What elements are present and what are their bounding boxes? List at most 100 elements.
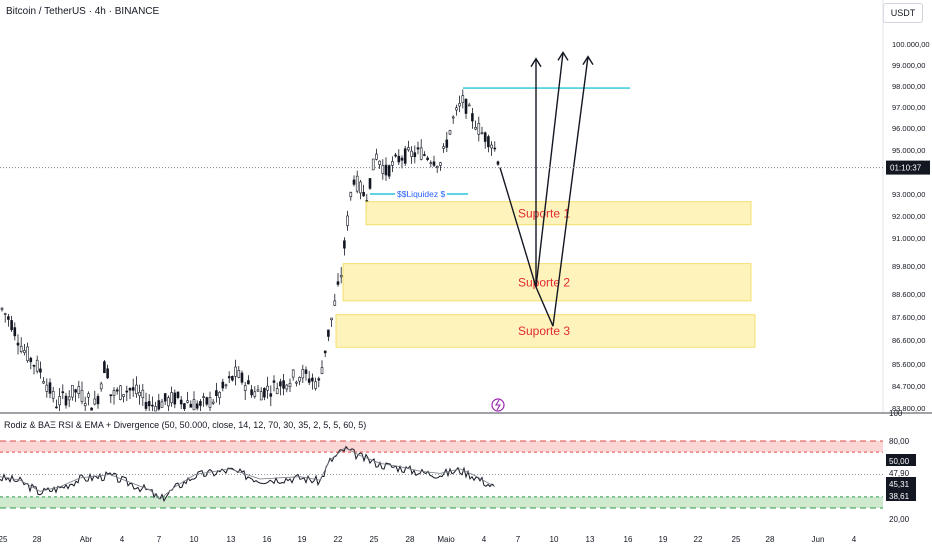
candle-body — [211, 401, 215, 404]
candle-body — [199, 401, 202, 406]
candle-body — [35, 359, 39, 372]
candle-body — [304, 369, 308, 374]
candle-body — [16, 342, 20, 346]
candle-body — [160, 401, 164, 408]
y-tick-label: 93.000,00 — [892, 190, 925, 199]
candle-body — [339, 275, 343, 278]
x-tick-label: 10 — [190, 535, 199, 544]
overbought-zone — [0, 441, 883, 453]
y-tick-label: 85.600,00 — [892, 360, 925, 369]
candle-body — [487, 136, 490, 148]
candle-body — [93, 398, 97, 405]
candle-body — [451, 116, 455, 119]
y-tick-label: 100.000,00 — [892, 40, 930, 49]
candle-body — [83, 403, 87, 407]
x-tick-label: 4 — [852, 535, 857, 544]
x-tick-label: 16 — [624, 535, 633, 544]
rsi-line — [0, 445, 495, 503]
candle-body — [29, 357, 33, 363]
candle-body — [77, 386, 81, 394]
candle-body — [64, 395, 68, 406]
support-zone-label: Suporte 2 — [518, 275, 570, 289]
candle-body — [483, 132, 487, 142]
candle-body — [279, 381, 282, 387]
candle-body — [3, 313, 7, 315]
candle-body — [80, 389, 84, 403]
x-tick-label: 25 — [732, 535, 741, 544]
candle-body — [442, 146, 445, 149]
candle-body — [336, 281, 340, 285]
x-tick-label: 7 — [516, 535, 521, 544]
candle-body — [275, 388, 279, 394]
y-tick-label: 88.600,00 — [892, 290, 925, 299]
candle-body — [112, 390, 116, 396]
candle-body — [343, 240, 346, 249]
candle-body — [403, 148, 407, 164]
candle-body — [10, 320, 13, 331]
candle-body — [109, 394, 113, 397]
candle-body — [32, 365, 36, 367]
rsi-ema-line — [0, 447, 496, 500]
candle-body — [103, 361, 106, 374]
candle-body — [7, 316, 10, 320]
candle-body — [352, 179, 356, 185]
candle-body — [250, 389, 253, 396]
indicator-title: Rodiz & BAΞ RSI & EMA + Divergence (50, … — [4, 420, 367, 430]
candle-body — [173, 392, 177, 405]
rsi-axis-label: 45,31 — [889, 480, 910, 489]
scenario-arrow-head — [530, 57, 542, 68]
candle-body — [147, 401, 151, 407]
rsi-value-box — [886, 489, 916, 501]
candle-body — [163, 393, 167, 402]
candle-body — [323, 350, 327, 354]
x-tick-label: Jun — [812, 535, 825, 544]
candle-body — [243, 385, 247, 391]
candle-body — [371, 158, 375, 171]
candle-body — [480, 132, 484, 135]
candle-body — [429, 162, 433, 165]
candle-body — [445, 139, 449, 148]
current-price-label: 01:10:37 — [890, 164, 922, 173]
candle-body — [61, 391, 65, 394]
candle-body — [208, 397, 212, 408]
candle-body — [263, 387, 266, 398]
candle-body — [288, 383, 292, 388]
price-axis: 100.000,00 99.000,00 98.000,00 97.000,00 96.… — [0, 0, 930, 413]
candle-body — [477, 123, 481, 135]
candle-body — [234, 366, 237, 377]
x-tick-label: 7 — [157, 535, 162, 544]
candle-body — [333, 300, 337, 306]
candle-body — [106, 368, 109, 379]
candle-body — [26, 346, 29, 361]
candle-body — [253, 391, 257, 397]
candle-body — [218, 392, 221, 398]
candle-body — [291, 369, 295, 378]
candle-body — [471, 113, 474, 122]
candle-body — [378, 160, 381, 165]
support-zone — [365, 201, 752, 226]
scenario-arrow-head — [557, 51, 569, 61]
y-tick-label: 84.700,00 — [892, 382, 925, 391]
rsi-axis-label: 20,00 — [889, 515, 910, 524]
candle-body — [247, 380, 250, 385]
candle-body — [119, 385, 122, 400]
candle-body — [55, 406, 58, 409]
annotation-lines: $$Liquidez $ — [370, 51, 630, 412]
rsi-value-box — [886, 454, 916, 466]
candle-body — [157, 400, 161, 410]
x-tick-label: Abr — [80, 535, 93, 544]
candle-body — [90, 407, 93, 411]
x-tick-label: 19 — [659, 535, 668, 544]
candle-body — [144, 401, 148, 409]
candle-body — [407, 147, 410, 151]
candle-body — [96, 396, 100, 405]
candle-body — [394, 154, 397, 157]
y-tick-label: 89.800,00 — [892, 262, 925, 271]
candle-body — [349, 192, 353, 198]
candle-body — [176, 391, 180, 398]
rsi-axis-label: 100 — [889, 409, 903, 418]
candle-body — [227, 376, 231, 379]
x-tick-label: 22 — [334, 535, 343, 544]
candle-body — [74, 389, 77, 393]
